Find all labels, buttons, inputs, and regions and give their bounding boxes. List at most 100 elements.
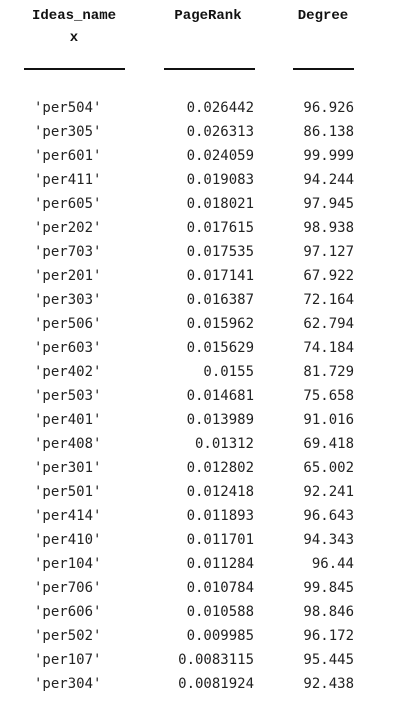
cell-ideas-name: 'per305' — [34, 124, 102, 140]
cell-degree: 96.44 — [311, 556, 354, 572]
cell-degree: 94.244 — [303, 172, 354, 188]
cell-pagerank: 0.016387 — [186, 292, 254, 308]
cell-ideas-name: 'per202' — [34, 220, 102, 236]
column-header-ideas-name-line2: x — [69, 30, 79, 46]
cell-degree: 69.418 — [303, 436, 354, 452]
cell-pagerank: 0.015629 — [186, 340, 254, 356]
cell-pagerank: 0.015962 — [186, 316, 254, 332]
cell-pagerank: 0.017535 — [186, 244, 254, 260]
cell-pagerank: 0.012802 — [186, 460, 254, 476]
table-row: 'per402' 0.0155 81.729 — [0, 360, 402, 384]
cell-pagerank: 0.011701 — [186, 532, 254, 548]
table-row: 'per506' 0.015962 62.794 — [0, 312, 402, 336]
column-header-pagerank: PageRank — [174, 8, 242, 24]
table-row: 'per410' 0.011701 94.343 — [0, 528, 402, 552]
cell-ideas-name: 'per706' — [34, 580, 102, 596]
cell-degree: 86.138 — [303, 124, 354, 140]
cell-pagerank: 0.026442 — [186, 100, 254, 116]
cell-degree: 81.729 — [303, 364, 354, 380]
table-row: 'per706' 0.010784 99.845 — [0, 576, 402, 600]
table-row: 'per703' 0.017535 97.127 — [0, 240, 402, 264]
cell-pagerank: 0.019083 — [186, 172, 254, 188]
cell-ideas-name: 'per605' — [34, 196, 102, 212]
table-body: 'per504' 0.026442 96.926 'per305' 0.026313 86… — [0, 96, 402, 696]
cell-degree: 94.343 — [303, 532, 354, 548]
cell-degree: 75.658 — [303, 388, 354, 404]
cell-ideas-name: 'per601' — [34, 148, 102, 164]
table-row: 'per603' 0.015629 74.184 — [0, 336, 402, 360]
cell-degree: 96.172 — [303, 628, 354, 644]
cell-ideas-name: 'per502' — [34, 628, 102, 644]
cell-pagerank: 0.009985 — [186, 628, 254, 644]
cell-degree: 92.438 — [303, 676, 354, 692]
cell-pagerank: 0.014681 — [186, 388, 254, 404]
cell-degree: 74.184 — [303, 340, 354, 356]
cell-pagerank: 0.011284 — [186, 556, 254, 572]
header-rule-pagerank — [164, 68, 255, 70]
table-row: 'per305' 0.026313 86.138 — [0, 120, 402, 144]
column-header-ideas-name-line1: Ideas_name — [31, 8, 116, 24]
cell-pagerank: 0.017615 — [186, 220, 254, 236]
cell-degree: 65.002 — [303, 460, 354, 476]
table-row: 'per304' 0.0081924 92.438 — [0, 672, 402, 696]
cell-degree: 97.127 — [303, 244, 354, 260]
cell-ideas-name: 'per603' — [34, 340, 102, 356]
table-row: 'per504' 0.026442 96.926 — [0, 96, 402, 120]
cell-degree: 96.643 — [303, 508, 354, 524]
cell-pagerank: 0.024059 — [186, 148, 254, 164]
column-header-ideas-name: Ideas_name x — [22, 5, 126, 49]
cell-ideas-name: 'per304' — [34, 676, 102, 692]
cell-degree: 96.926 — [303, 100, 354, 116]
cell-degree: 95.445 — [303, 652, 354, 668]
cell-degree: 99.999 — [303, 148, 354, 164]
cell-pagerank: 0.01312 — [194, 436, 254, 452]
table-header: Ideas_name x PageRank Degree — [0, 0, 402, 78]
table-row: 'per107' 0.0083115 95.445 — [0, 648, 402, 672]
cell-pagerank: 0.017141 — [186, 268, 254, 284]
table-row: 'per414' 0.011893 96.643 — [0, 504, 402, 528]
column-header-degree: Degree — [297, 8, 349, 24]
cell-pagerank: 0.0155 — [203, 364, 254, 380]
cell-pagerank: 0.011893 — [186, 508, 254, 524]
cell-ideas-name: 'per401' — [34, 412, 102, 428]
cell-degree: 92.241 — [303, 484, 354, 500]
cell-degree: 67.922 — [303, 268, 354, 284]
cell-ideas-name: 'per501' — [34, 484, 102, 500]
cell-ideas-name: 'per104' — [34, 556, 102, 572]
cell-degree: 72.164 — [303, 292, 354, 308]
cell-ideas-name: 'per402' — [34, 364, 102, 380]
cell-pagerank: 0.010784 — [186, 580, 254, 596]
cell-pagerank: 0.012418 — [186, 484, 254, 500]
table-row: 'per503' 0.014681 75.658 — [0, 384, 402, 408]
cell-ideas-name: 'per301' — [34, 460, 102, 476]
cell-pagerank: 0.026313 — [186, 124, 254, 140]
cell-ideas-name: 'per410' — [34, 532, 102, 548]
cell-ideas-name: 'per411' — [34, 172, 102, 188]
cell-pagerank: 0.010588 — [186, 604, 254, 620]
table-row: 'per502' 0.009985 96.172 — [0, 624, 402, 648]
cell-degree: 97.945 — [303, 196, 354, 212]
cell-ideas-name: 'per504' — [34, 100, 102, 116]
cell-pagerank: 0.0083115 — [178, 652, 254, 668]
cell-degree: 62.794 — [303, 316, 354, 332]
cell-degree: 99.845 — [303, 580, 354, 596]
table-row: 'per303' 0.016387 72.164 — [0, 288, 402, 312]
header-rule-degree — [293, 68, 354, 70]
cell-degree: 98.938 — [303, 220, 354, 236]
table-row: 'per606' 0.010588 98.846 — [0, 600, 402, 624]
table-row: 'per104' 0.011284 96.44 — [0, 552, 402, 576]
cell-degree: 91.016 — [303, 412, 354, 428]
table-row: 'per401' 0.013989 91.016 — [0, 408, 402, 432]
cell-pagerank: 0.0081924 — [178, 676, 254, 692]
table-row: 'per411' 0.019083 94.244 — [0, 168, 402, 192]
cell-ideas-name: 'per606' — [34, 604, 102, 620]
cell-ideas-name: 'per107' — [34, 652, 102, 668]
cell-ideas-name: 'per414' — [34, 508, 102, 524]
cell-ideas-name: 'per201' — [34, 268, 102, 284]
cell-ideas-name: 'per503' — [34, 388, 102, 404]
table-row: 'per501' 0.012418 92.241 — [0, 480, 402, 504]
cell-pagerank: 0.013989 — [186, 412, 254, 428]
cell-ideas-name: 'per303' — [34, 292, 102, 308]
table-row: 'per301' 0.012802 65.002 — [0, 456, 402, 480]
